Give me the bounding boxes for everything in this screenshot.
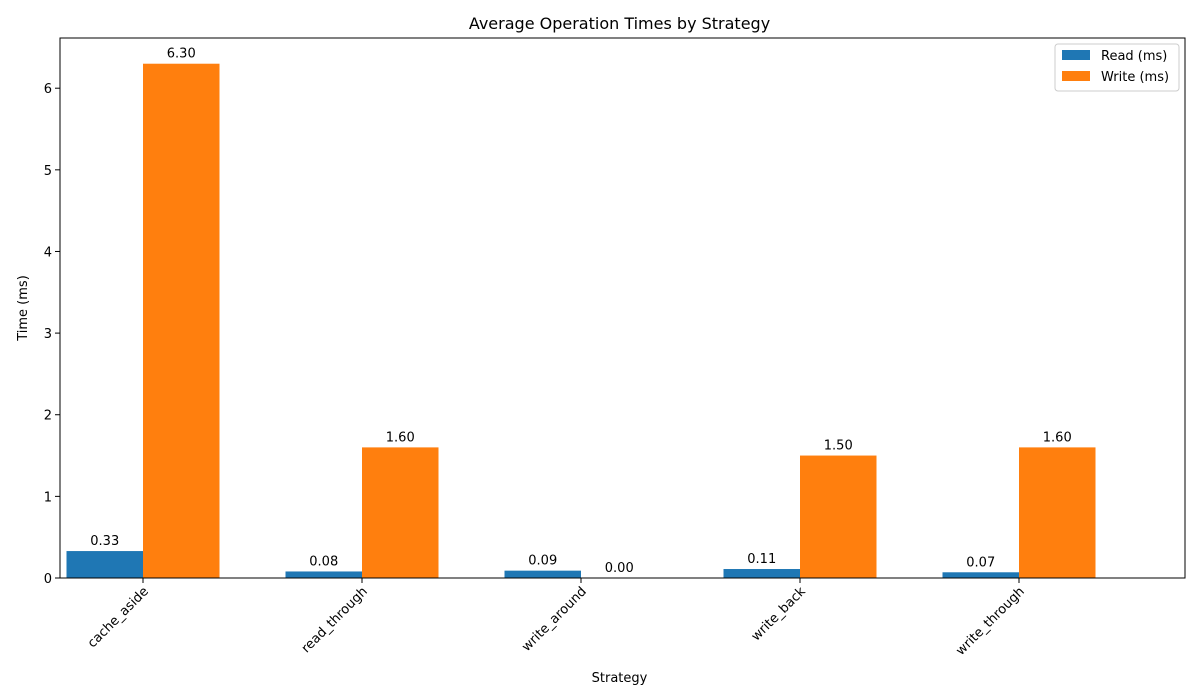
x-axis: cache_aside read_through write_around write… [85,578,1028,659]
bar-write-write-back [800,455,877,578]
y-axis-label: Time (ms) [16,275,31,342]
data-label-read-read-through: 0.08 [309,554,338,569]
y-tick-label: 5 [44,164,52,179]
data-label-read-cache-aside: 0.33 [90,534,119,549]
legend-label-read: Read (ms) [1101,49,1167,64]
x-tick-label-cache-aside: cache_aside [85,584,152,651]
data-labels-layer: 0.33 6.30 0.08 1.60 0.09 0.00 0.11 1.50 0.07 1.60 [90,47,1071,576]
bars-layer [66,63,1096,578]
x-tick-label-write-through: write_through [953,584,1027,658]
data-label-write-cache-aside: 6.30 [167,47,196,62]
y-axis: 0 1 2 3 4 5 6 [44,82,60,587]
data-label-read-write-back: 0.11 [747,552,776,567]
y-tick-label: 4 [44,245,52,260]
bar-write-write-through [1019,447,1096,578]
bar-write-read-through [362,447,439,578]
y-tick-label: 0 [44,572,52,587]
legend-label-write: Write (ms) [1101,70,1169,85]
x-tick-label-read-through: read_through [299,584,371,656]
x-tick-label-write-back: write_back [749,584,809,644]
y-tick-label: 2 [44,409,52,424]
data-label-write-write-through: 1.60 [1043,430,1072,445]
bar-write-cache-aside [143,63,220,578]
data-label-write-write-back: 1.50 [824,439,853,454]
data-label-read-write-through: 0.07 [966,555,995,570]
bar-read-write-through [942,572,1019,578]
plot-frame [59,37,1186,579]
legend-swatch-read [1062,50,1090,60]
y-tick-label: 6 [44,82,52,97]
data-label-write-read-through: 1.60 [386,430,415,445]
data-label-read-write-around: 0.09 [528,554,557,569]
chart-title: Average Operation Times by Strategy [469,14,770,33]
bar-read-read-through [285,571,362,578]
y-tick-label: 3 [44,327,52,342]
x-axis-label: Strategy [592,671,648,686]
bar-read-cache-aside [66,551,143,578]
bar-read-write-around [504,570,581,578]
x-tick-label-write-around: write_around [519,584,590,655]
bar-read-write-back [723,569,800,578]
legend: Read (ms) Write (ms) [1054,43,1180,92]
data-label-write-write-around: 0.00 [605,561,634,576]
y-tick-label: 1 [44,490,52,505]
legend-swatch-write [1062,71,1090,81]
